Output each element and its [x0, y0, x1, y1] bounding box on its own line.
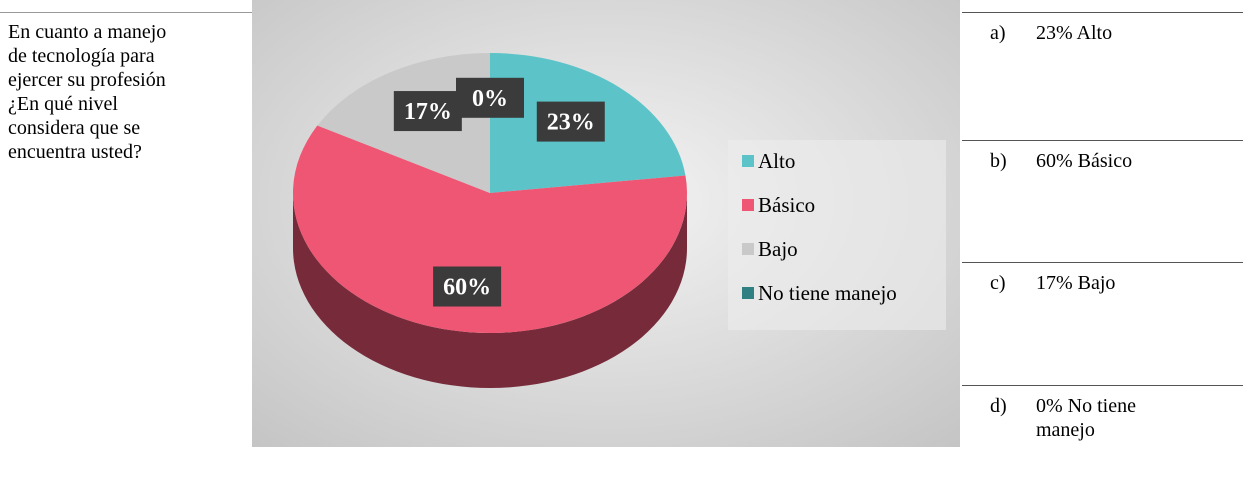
legend-label: No tiene manejo [758, 281, 897, 305]
legend-label: Básico [758, 193, 815, 217]
slice [293, 125, 687, 333]
answer: a) 23% Alto [962, 12, 1243, 121]
answer: b) 60% Básico [962, 140, 1243, 249]
answer: c) 17% Bajo [962, 262, 1243, 371]
answer-text: 0% No tiene manejo [1036, 395, 1136, 441]
data-label: 17% [404, 99, 452, 125]
answer-letter: c) [990, 272, 1006, 294]
question: En cuanto a manejo de tecnología para ej… [8, 21, 167, 163]
answer-text: 23% Alto [1036, 22, 1113, 44]
answer-text: 60% Básico [1036, 150, 1133, 172]
legend-box [728, 140, 946, 330]
slice-side [293, 193, 687, 388]
data-label-box [536, 101, 605, 142]
rule [0, 12, 252, 13]
answer: d) 0% No tiene manejo [962, 385, 1243, 494]
data-label-box [456, 77, 524, 118]
data-label: 23% [547, 110, 595, 136]
page: {"question": "En cuanto a manejo de tecn… [0, 0, 1243, 447]
answer-letter: b) [990, 150, 1007, 172]
answer-letter: a) [990, 22, 1006, 44]
data-label-box [433, 266, 502, 307]
chart: 23% 60% 17% 0% Alto Básico Bajo No tiene manejo [252, 0, 960, 447]
legend-label: Alto [758, 149, 795, 173]
legend-swatch [742, 155, 754, 167]
legend-swatch [742, 199, 754, 211]
answer-text: 17% Bajo [1036, 272, 1116, 294]
legend-label: Bajo [758, 237, 798, 261]
data-label: 60% [443, 275, 491, 301]
legend-swatch [742, 243, 754, 255]
data-label-box [393, 91, 462, 132]
legend-swatch [742, 287, 754, 299]
answer-letter: d) [990, 395, 1007, 417]
data-label: 0% [472, 86, 508, 112]
